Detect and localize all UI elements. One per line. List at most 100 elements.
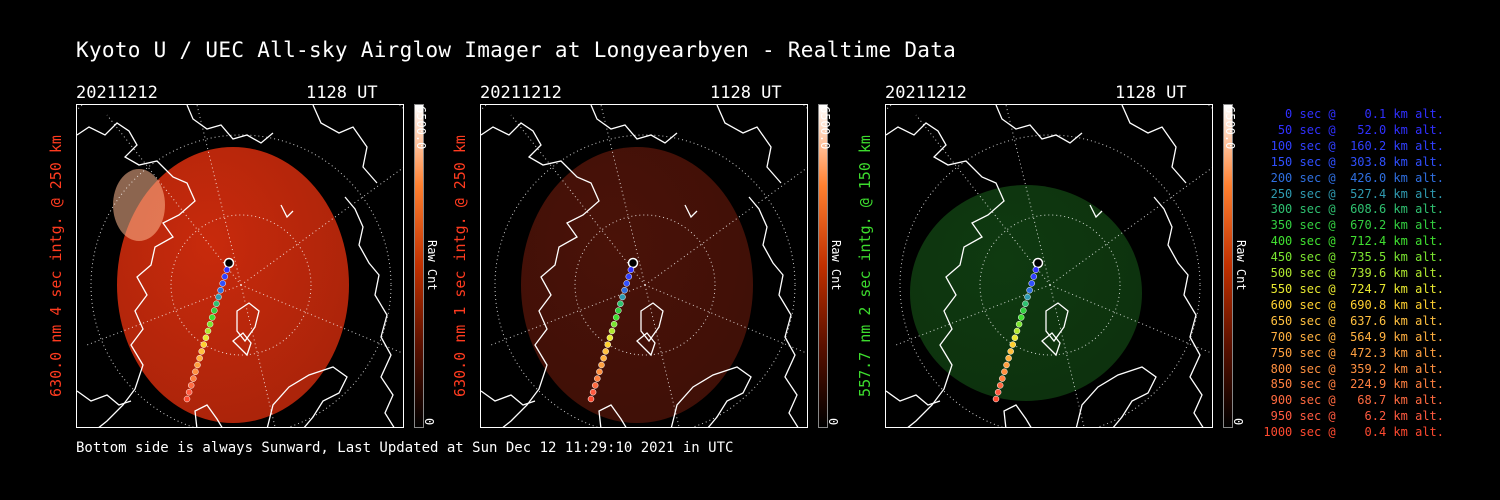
trajectory-point	[183, 395, 191, 403]
trajectory-point	[1015, 320, 1023, 328]
legend-entry: 950 sec @ 6.2 km alt.	[1263, 409, 1444, 424]
rocket-trajectory	[992, 257, 1044, 403]
legend-entry: 400 sec @ 712.4 km alt.	[1263, 234, 1444, 249]
legend-entry: 450 sec @ 735.5 km alt.	[1263, 250, 1444, 265]
trajectory-point	[219, 280, 226, 287]
panel-date: 20211212	[76, 83, 158, 103]
panel-557nm-2sec: 20211212 1128 UT 557.7 nm 2 sec intg. @ …	[856, 80, 1248, 430]
trajectory-point	[200, 341, 208, 348]
legend-entry: 700 sec @ 564.9 km alt.	[1263, 329, 1444, 344]
coastline	[312, 105, 378, 184]
legend-entry: 600 sec @ 690.8 km alt.	[1263, 297, 1444, 312]
legend-entry: 650 sec @ 637.6 km alt.	[1263, 313, 1444, 328]
trajectory-point	[591, 382, 599, 389]
trajectory-point	[204, 327, 212, 335]
trajectory-point	[594, 375, 601, 382]
trajectory-point	[623, 280, 630, 287]
grid-line	[106, 114, 242, 286]
panel-time: 1128 UT	[710, 83, 782, 103]
grid-line	[494, 134, 796, 427]
coastline	[280, 204, 294, 219]
grid-line	[1005, 105, 1051, 286]
coastlines	[77, 105, 395, 427]
trajectory-point	[608, 327, 616, 335]
legend-entry: 750 sec @ 472.3 km alt.	[1263, 345, 1444, 360]
trajectory-point	[612, 314, 620, 321]
trajectory-point	[1020, 307, 1027, 314]
geo-grid	[77, 105, 403, 427]
trajectory-point	[1003, 361, 1010, 369]
trajectory-point	[1013, 327, 1021, 335]
airglow-field	[521, 147, 753, 423]
trajectory-point	[217, 286, 224, 294]
trajectory-point	[999, 375, 1006, 382]
panel-time: 1128 UT	[1115, 83, 1187, 103]
trajectory-point	[596, 368, 603, 376]
trajectory-point	[223, 266, 231, 274]
coastline	[684, 204, 698, 219]
trajectory-point	[223, 257, 235, 269]
coastline	[636, 332, 656, 357]
trajectory-point	[215, 293, 222, 301]
aurora-brightening	[113, 169, 165, 241]
coastline	[194, 404, 223, 427]
panel-630nm-4sec: 20211212 1128 UT 630.0 nm 4 sec intg. @ …	[47, 80, 439, 430]
coastline	[640, 302, 664, 343]
grid-line	[979, 214, 1121, 356]
colorbar-min: 0	[1231, 418, 1245, 426]
legend-entry: 500 sec @ 739.6 km alt.	[1263, 266, 1444, 281]
trajectory-point	[992, 395, 1000, 403]
colorbar	[414, 104, 424, 428]
trajectory-point	[213, 300, 220, 308]
coastline	[266, 366, 348, 427]
panel-630nm-1sec: 20211212 1128 UT 630.0 nm 1 sec intg. @ …	[451, 80, 843, 430]
trajectory-point	[1011, 334, 1019, 342]
trajectory-point	[600, 354, 607, 362]
grid-line	[196, 105, 242, 286]
trajectory-point	[1026, 286, 1033, 294]
trajectory-point	[185, 388, 193, 396]
panel-date: 20211212	[885, 83, 967, 103]
coastlines	[886, 105, 1204, 427]
coastline	[186, 105, 274, 144]
geo-grid	[481, 105, 807, 427]
panel-time: 1128 UT	[306, 83, 378, 103]
coastline	[1041, 332, 1061, 357]
legend-entry: 1000 sec @ 0.4 km alt.	[1263, 425, 1444, 440]
trajectory-point	[619, 293, 626, 301]
trajectory-point	[994, 388, 1002, 396]
grid-line	[510, 114, 646, 286]
coastline	[598, 404, 627, 427]
coastline	[590, 105, 678, 144]
legend-entry: 800 sec @ 359.2 km alt.	[1263, 361, 1444, 376]
coastline	[77, 122, 196, 427]
trajectory-legend: 0 sec @ 0.1 km alt. 50 sec @ 52.0 km alt…	[1244, 107, 1444, 441]
footer-note: Bottom side is always Sunward, Last Upda…	[76, 440, 734, 456]
rocket-trajectory	[183, 257, 235, 403]
trajectory-point	[1001, 368, 1008, 376]
trajectory-point	[627, 257, 639, 269]
trajectory-point	[206, 320, 214, 328]
legend-entry: 900 sec @ 68.7 km alt.	[1263, 393, 1444, 408]
grid-line	[1049, 284, 1085, 427]
legend-entry: 300 sec @ 608.6 km alt.	[1263, 202, 1444, 217]
coastline	[481, 390, 536, 406]
trajectory-point	[1032, 257, 1044, 269]
grid-line	[600, 105, 646, 286]
trajectory-point	[627, 266, 635, 274]
colorbar-min: 0	[826, 418, 840, 426]
grid-line	[574, 214, 716, 356]
panel-date: 20211212	[480, 83, 562, 103]
trajectory-point	[1032, 266, 1040, 274]
legend-entry: 50 sec @ 52.0 km alt.	[1263, 122, 1444, 137]
colorbar-max: 6500.0	[414, 106, 428, 150]
grid-line	[644, 284, 680, 427]
trajectory-point	[1030, 273, 1038, 280]
trajectory-point	[606, 334, 614, 342]
colorbar	[818, 104, 828, 428]
page-title: Kyoto U / UEC All-sky Airglow Imager at …	[76, 38, 957, 62]
trajectory-point	[202, 334, 210, 342]
trajectory-point	[602, 348, 609, 355]
allsky-image	[885, 104, 1213, 428]
allsky-image	[480, 104, 808, 428]
